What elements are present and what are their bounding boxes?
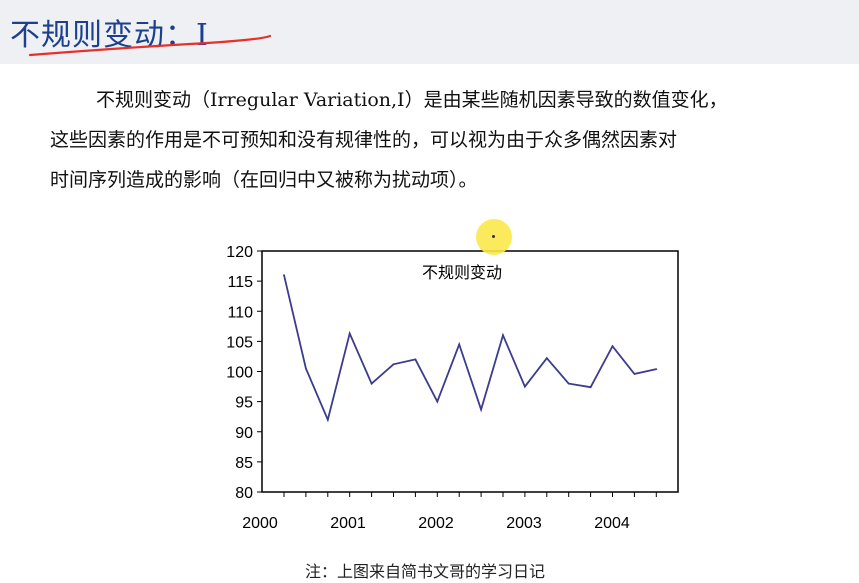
y-tick-label: 115 (227, 274, 253, 291)
y-tick-label: 95 (235, 395, 253, 412)
data-point (633, 373, 636, 375)
paragraph-line-1: 不规则变动（Irregular Variation,I）是由某些随机因素导致的数… (96, 89, 728, 111)
data-point (502, 334, 504, 337)
cursor-point (492, 235, 495, 238)
data-point (589, 386, 592, 389)
data-point (326, 418, 329, 421)
x-tick-label: 2000 (242, 515, 278, 532)
data-point (392, 363, 395, 366)
chart-title: 不规则变动 (422, 263, 502, 282)
header-bar (0, 0, 859, 64)
x-tick-label: 2001 (330, 515, 366, 532)
y-tick-label: 80 (235, 485, 253, 502)
y-tick-label: 110 (227, 304, 253, 321)
data-point (348, 332, 351, 335)
paragraph-line-2: 这些因素的作用是不可预知和没有规律性的，可以视为由于众多偶然因素对 (50, 129, 678, 151)
slide-title: 不规则变动：I (10, 18, 209, 53)
title-underline-stroke (28, 34, 272, 57)
data-point (545, 357, 548, 360)
x-tick-label: 2002 (418, 515, 454, 532)
x-tick-label: 2003 (506, 515, 542, 532)
data-point (524, 385, 526, 388)
data-point (567, 382, 570, 385)
y-tick-label: 105 (226, 334, 253, 351)
data-point (370, 382, 373, 385)
series-line (283, 274, 657, 423)
body-paragraph: 不规则变动（Irregular Variation,I）是由某些随机因素导致的数… (50, 80, 850, 200)
source-note: 注：上图来自简书文哥的学习日记 (305, 562, 546, 581)
data-point (436, 400, 439, 403)
y-tick-label: 90 (235, 425, 253, 442)
data-point (480, 408, 482, 411)
data-point (305, 367, 307, 370)
data-point (414, 358, 417, 361)
data-point (283, 274, 285, 276)
data-point (611, 345, 614, 348)
data-point (458, 343, 461, 346)
paragraph-line-3: 时间序列造成的影响（在回归中又被称为扰动项）。 (50, 169, 478, 191)
y-tick-label: 100 (226, 365, 253, 382)
plot-frame (261, 250, 679, 493)
y-tick-label: 120 (226, 244, 253, 261)
y-tick-label: 85 (235, 455, 253, 472)
data-point (655, 368, 658, 370)
irregular-variation-chart: 80 85 90 95 100 105 110 115 120 2000 2001 2002 2003 2… (226, 244, 679, 532)
x-tick-label: 2004 (594, 515, 630, 532)
